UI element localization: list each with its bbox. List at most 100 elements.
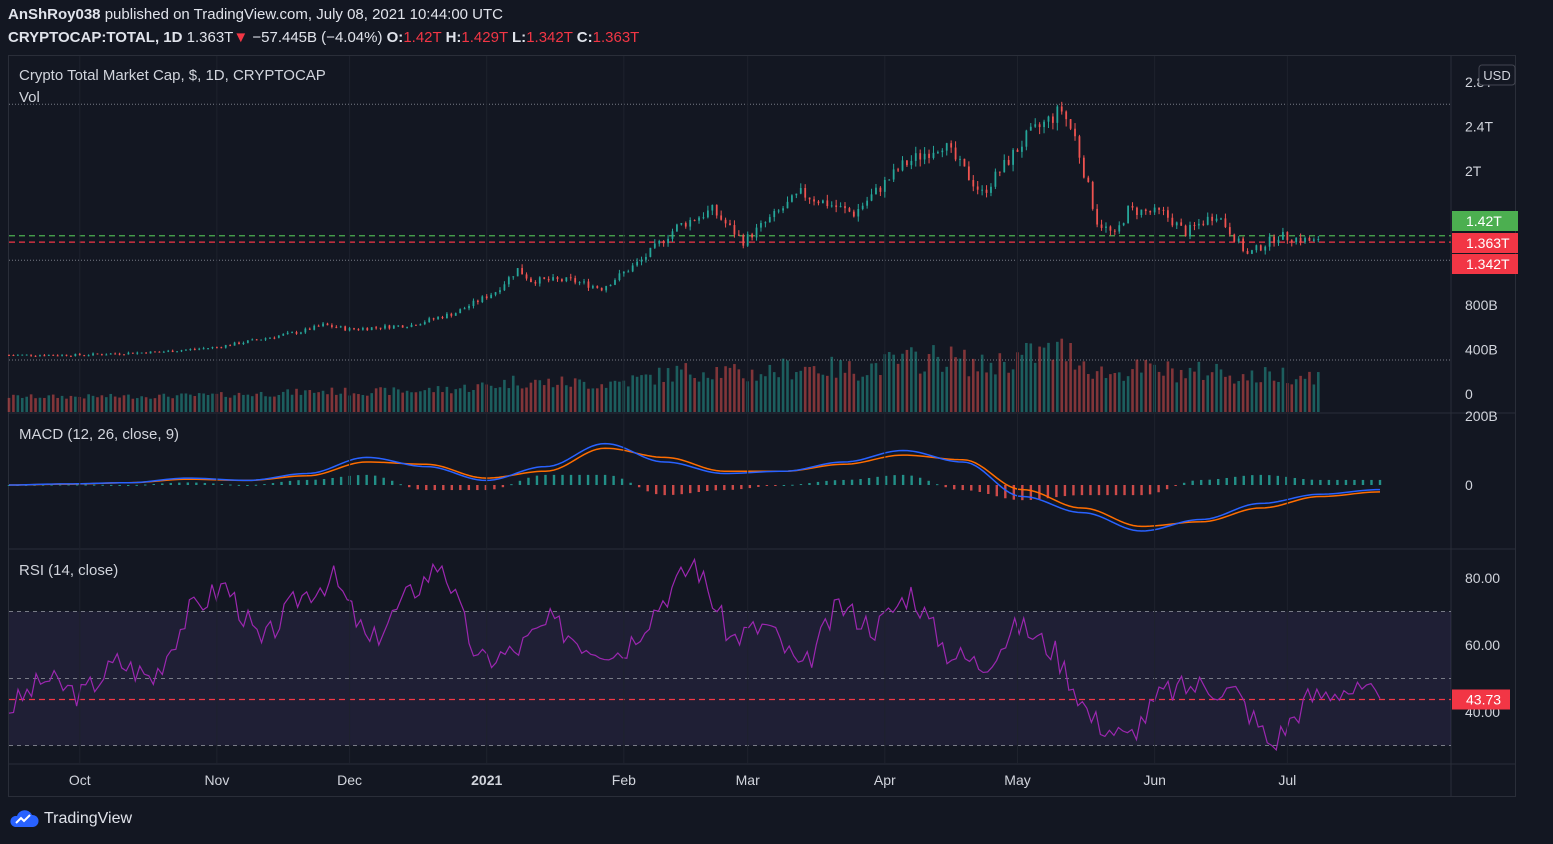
macd-histogram-bar [212, 483, 215, 485]
time-axis-tick: Nov [204, 772, 229, 788]
volume-bar [1042, 347, 1046, 412]
candle [1122, 223, 1125, 226]
candle [556, 277, 559, 280]
volume-bar [105, 397, 108, 412]
macd-histogram-bar [1344, 479, 1348, 485]
volume-bar [100, 395, 104, 412]
candle [839, 206, 842, 208]
macd-histogram-bar [109, 484, 113, 486]
volume-bar [47, 395, 51, 412]
candle [936, 152, 939, 154]
volume-bar [649, 374, 652, 412]
macd-histogram-bar [1029, 485, 1033, 500]
volume-bar [467, 391, 471, 412]
volume-bar [153, 398, 157, 412]
candle [494, 292, 497, 295]
macd-histogram-bar [1097, 485, 1101, 496]
volume-bar [932, 345, 935, 412]
volume-bar [856, 380, 860, 412]
volume-bar [410, 392, 413, 412]
volume-bar [383, 387, 387, 412]
macd-histogram-bar [1021, 485, 1024, 501]
candle [92, 353, 94, 356]
candle [109, 353, 112, 355]
volume-bar [569, 386, 573, 412]
macd-histogram-bar [1336, 479, 1339, 485]
macd-histogram-bar [1131, 485, 1135, 496]
volume-bar [547, 378, 550, 412]
candle [140, 352, 143, 354]
macd-histogram-bar [910, 475, 913, 485]
macd-histogram-bar [1114, 485, 1118, 496]
volume-bar [1095, 371, 1099, 412]
author-name[interactable]: AnShRoy038 [8, 6, 101, 23]
volume-bar [998, 353, 1002, 412]
candle [131, 352, 134, 354]
macd-histogram-bar [339, 476, 343, 485]
volume-bar [865, 375, 869, 412]
volume-bar [1188, 367, 1192, 412]
candle [1286, 232, 1289, 241]
volume-bar [507, 388, 511, 412]
macd-histogram-bar [322, 478, 326, 485]
macd-histogram-bar [833, 480, 837, 485]
volume-bar [826, 375, 829, 412]
volume-bar [852, 373, 856, 412]
macd-histogram-bar [1251, 475, 1254, 485]
candle [928, 153, 930, 158]
volume-bar [954, 357, 957, 412]
volume-bar [985, 372, 988, 412]
price-axis-tick: 400B [1465, 341, 1498, 357]
chart-frame[interactable] [8, 55, 1516, 797]
candle [1158, 207, 1160, 210]
candle [357, 329, 360, 331]
volume-bar [149, 398, 152, 412]
candle [1237, 238, 1240, 242]
volume-bar [910, 347, 913, 412]
macd-histogram-bar [944, 485, 947, 488]
volume-bar [224, 396, 228, 412]
candle [547, 278, 550, 281]
volume-bar [414, 392, 418, 412]
tradingview-logo[interactable]: TradingView [8, 809, 132, 829]
volume-bar [264, 396, 267, 412]
volume-bar [830, 356, 834, 412]
volume-bar [286, 389, 289, 412]
macd-histogram-bar [195, 482, 198, 485]
macd-histogram-bar [918, 477, 922, 485]
macd-histogram-bar [41, 484, 45, 486]
volume-bar [1140, 372, 1143, 412]
volume-bar [69, 395, 73, 412]
candle [242, 342, 245, 345]
rsi-axis-tick: 60.00 [1465, 637, 1500, 653]
volume-bar [1091, 378, 1095, 412]
volume-bar [1078, 365, 1081, 412]
candle [105, 354, 108, 356]
volume-bar [127, 394, 130, 412]
volume-bar [949, 346, 953, 412]
macd-histogram-bar [672, 485, 675, 495]
candle [1277, 239, 1280, 243]
macd-histogram-bar [757, 485, 760, 487]
volume-bar [870, 363, 873, 412]
candle [406, 327, 408, 329]
macd-histogram-bar [1302, 478, 1305, 485]
volume-bar [803, 366, 807, 412]
candle [959, 158, 961, 160]
candle [561, 279, 563, 282]
candle [786, 201, 789, 209]
candle [821, 200, 824, 204]
price-axis-tick: 0 [1465, 386, 1473, 402]
candle [1087, 177, 1090, 183]
macd-histogram-bar [1370, 479, 1373, 485]
candle [662, 240, 665, 244]
candle [1299, 237, 1302, 243]
volume-bar [1308, 371, 1311, 412]
volume-bar [12, 394, 15, 412]
candle [375, 327, 378, 329]
candle [883, 180, 886, 192]
volume-bar [1082, 361, 1086, 412]
candle [653, 243, 656, 248]
candle [866, 200, 869, 206]
